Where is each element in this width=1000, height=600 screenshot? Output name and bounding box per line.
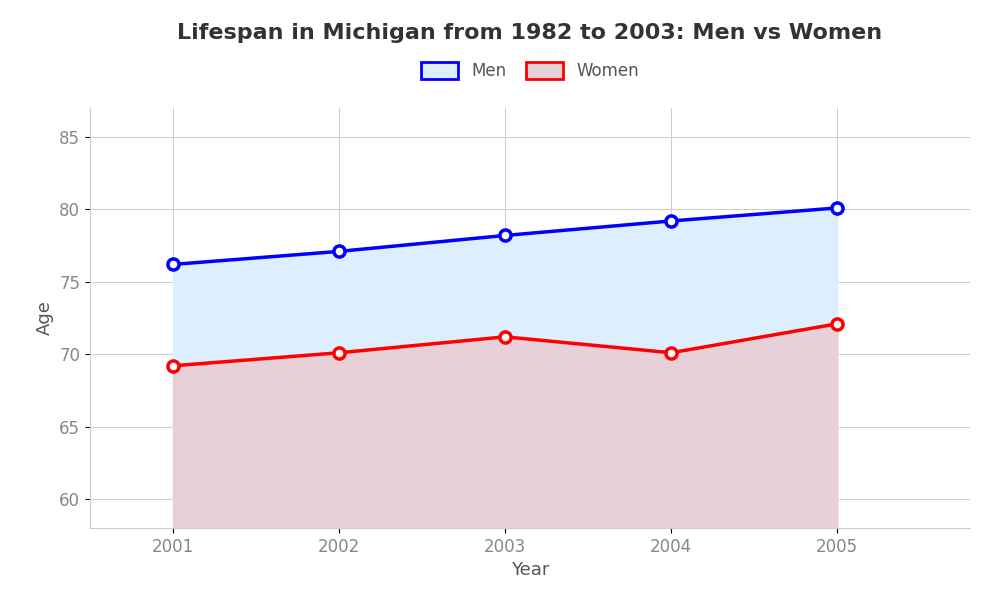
Title: Lifespan in Michigan from 1982 to 2003: Men vs Women: Lifespan in Michigan from 1982 to 2003: … xyxy=(177,23,883,43)
Y-axis label: Age: Age xyxy=(36,301,54,335)
Legend: Men, Women: Men, Women xyxy=(413,53,647,88)
X-axis label: Year: Year xyxy=(511,561,549,579)
